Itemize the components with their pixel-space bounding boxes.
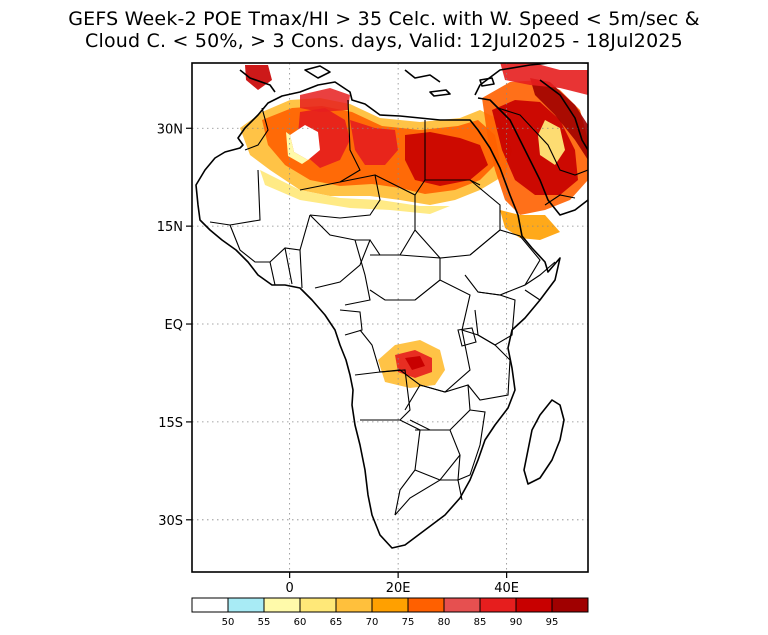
coastlines [195,63,588,549]
colorbar-swatch [191,597,229,613]
border-algeria-libya [339,99,361,183]
coast-madagascar [523,399,565,485]
border-namibia [362,419,421,516]
colorbar-swatch [551,597,589,613]
shade-gap-algeria-2 [286,132,308,164]
coast-africa [195,81,561,549]
colorbar: 50 55 60 65 70 75 80 85 90 95 [191,597,589,628]
shade-gap-algeria [290,125,320,160]
lat-tick-label: 15N [157,220,183,235]
poe-shading-layer [240,63,588,388]
lon-tick-label: 40E [494,581,519,596]
shade-arabia-core [492,100,578,195]
axis-labels: 30N 15N EQ 15S 30S 0 20E 40E [157,122,519,596]
map-title-line-2: Cloud C. < 50%, > 3 Cons. days, Valid: 1… [85,30,683,52]
shade-congo-spot [405,356,425,370]
shade-horn [500,210,560,240]
shade-arabia-hot [530,78,588,160]
border-southafrica [394,479,463,516]
colorbar-swatch [443,597,481,613]
colorbar-swatch [515,597,553,613]
border-nigeria [309,214,371,289]
colorbar-label: 60 [294,617,307,628]
coast-iberia [239,69,276,93]
colorbar-swatch [479,597,517,613]
coast-crete [429,89,451,97]
colorbar-label: 90 [510,617,523,628]
colorbar-label: 55 [258,617,271,628]
border-niger [299,174,381,219]
lon-tick-label: 20E [386,581,411,596]
lat-tick-label: 30S [158,514,183,529]
shade-sahel-edge [260,170,450,214]
coast-gulf [539,79,588,151]
border-westafrica-2 [269,247,303,289]
shade-sahara-core-east [405,132,488,186]
lat-tick-label: EQ [165,318,183,333]
border-morocco-algeria [244,107,269,151]
lat-tick-label: 15S [158,416,183,431]
border-mali [209,169,261,226]
coast-sicily [304,65,331,79]
coast-levant [474,63,588,96]
border-chad [369,174,416,256]
shade-levant [500,63,588,95]
map-title-line-1: GEFS Week-2 POE Tmax/HI > 35 Celc. with … [68,8,700,30]
border-sudan [414,179,501,259]
colorbar-swatch [371,597,409,613]
border-lake-victoria [457,327,477,347]
colorbar-swatch [407,597,445,613]
colorbar-label: 85 [474,617,487,628]
border-saudi [497,107,588,176]
colorbar-label: 65 [330,617,343,628]
colorbar-label: 80 [438,617,451,628]
border-gabon [339,309,363,336]
lon-tick-label: 0 [286,581,294,596]
border-tanzania [461,329,511,401]
colorbar-label: 50 [222,617,235,628]
axis-ticks [186,127,508,578]
colorbar-swatch [263,597,301,613]
colorbar-swatch [335,597,373,613]
colorbar-label: 70 [366,617,379,628]
lat-tick-label: 30N [157,122,183,137]
border-cameroon [344,239,371,306]
map-frame [191,62,589,573]
graticule [192,63,588,572]
border-yemen [544,194,576,206]
colorbar-swatch [227,597,265,613]
border-mozambique [457,409,486,481]
colorbar-label: 95 [546,617,559,628]
shade-arabia-gap [538,120,565,165]
border-somalia [524,261,556,301]
country-borders [209,99,588,516]
coast-greece [404,69,441,83]
border-drc [359,279,471,393]
coast-arabia [477,97,588,216]
colorbar-label: 75 [402,617,415,628]
colorbar-swatch [299,597,337,613]
shade-libya [350,120,398,165]
shade-tunisia-coast [300,88,350,112]
